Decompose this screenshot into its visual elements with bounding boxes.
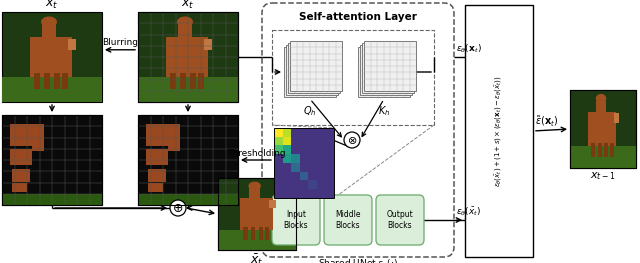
Bar <box>180 73 186 89</box>
Bar <box>358 47 410 97</box>
Bar <box>360 45 412 95</box>
Bar <box>138 12 238 102</box>
FancyBboxPatch shape <box>324 195 372 245</box>
Text: $\tilde{x}_t$: $\tilde{x}_t$ <box>45 0 59 11</box>
Bar <box>604 143 608 157</box>
Text: Output
Blocks: Output Blocks <box>387 210 413 230</box>
Bar <box>148 183 163 193</box>
Bar <box>251 227 255 240</box>
Ellipse shape <box>248 181 261 190</box>
Text: Input
Blocks: Input Blocks <box>284 210 308 230</box>
Bar <box>269 200 276 208</box>
Bar <box>138 115 238 205</box>
Text: $\otimes$: $\otimes$ <box>347 134 357 145</box>
FancyBboxPatch shape <box>272 195 320 245</box>
FancyBboxPatch shape <box>376 195 424 245</box>
Bar <box>596 101 605 115</box>
Text: Thresholding: Thresholding <box>227 149 285 158</box>
Text: $\epsilon_\theta(\bar{x}_t)$: $\epsilon_\theta(\bar{x}_t)$ <box>456 205 481 218</box>
Bar <box>146 124 174 146</box>
Bar <box>54 73 60 89</box>
Bar <box>288 43 340 93</box>
Bar <box>12 169 30 181</box>
Bar <box>2 12 102 102</box>
Bar <box>44 73 50 89</box>
Circle shape <box>344 132 360 148</box>
Bar <box>138 194 238 205</box>
Bar <box>10 124 38 146</box>
Bar <box>138 115 238 205</box>
Bar <box>218 178 296 250</box>
Ellipse shape <box>177 17 193 27</box>
Bar <box>148 169 166 181</box>
Text: Blurring: Blurring <box>102 38 138 47</box>
Text: Shared UNet $\epsilon_\theta(\cdot)$: Shared UNet $\epsilon_\theta(\cdot)$ <box>318 258 398 263</box>
Bar <box>465 5 533 257</box>
Bar <box>2 115 102 205</box>
Bar <box>265 227 269 240</box>
Bar <box>610 143 614 157</box>
Bar <box>272 30 434 125</box>
Bar <box>166 37 208 77</box>
Bar <box>614 113 619 123</box>
Text: Middle
Blocks: Middle Blocks <box>335 210 361 230</box>
Bar <box>218 230 296 250</box>
Bar <box>138 77 238 102</box>
Bar <box>2 194 102 205</box>
Bar <box>284 47 336 97</box>
Bar <box>12 183 27 193</box>
Bar <box>62 73 68 89</box>
Bar <box>68 39 76 50</box>
Bar <box>274 128 334 198</box>
Text: $\bar{x}_t$: $\bar{x}_t$ <box>250 252 264 263</box>
Bar <box>249 188 260 201</box>
Bar <box>198 73 204 89</box>
Bar <box>589 112 616 146</box>
Circle shape <box>170 200 186 216</box>
Bar <box>32 124 44 151</box>
Bar <box>34 73 40 89</box>
Bar <box>30 37 72 77</box>
Bar <box>138 12 238 102</box>
Text: $\oplus$: $\oplus$ <box>172 201 184 215</box>
Bar <box>243 227 248 240</box>
Bar <box>42 25 56 41</box>
Bar <box>190 73 196 89</box>
Text: Self-attention Layer: Self-attention Layer <box>299 12 417 22</box>
Bar <box>591 143 595 157</box>
Bar <box>290 41 342 91</box>
Text: $x_{t-1}$: $x_{t-1}$ <box>590 170 616 182</box>
Bar <box>570 90 636 168</box>
Bar <box>598 143 602 157</box>
Bar <box>146 149 168 165</box>
Text: $\epsilon_\theta(\bar{x}_t) + (1+s)\times(\epsilon_\theta(\mathbf{x}_t) - \epsil: $\epsilon_\theta(\bar{x}_t) + (1+s)\time… <box>494 75 504 187</box>
Bar <box>364 41 416 91</box>
Bar <box>2 115 102 205</box>
Bar <box>570 90 636 168</box>
Bar <box>168 124 180 151</box>
Text: $K_h$: $K_h$ <box>378 104 390 118</box>
Bar <box>240 198 273 230</box>
Bar <box>178 25 192 41</box>
Bar <box>2 77 102 102</box>
Text: $\tilde{\epsilon}(\mathbf{x}_t)$: $\tilde{\epsilon}(\mathbf{x}_t)$ <box>535 114 558 129</box>
Ellipse shape <box>596 94 606 103</box>
Text: $Q_h$: $Q_h$ <box>303 104 317 118</box>
Bar <box>362 43 414 93</box>
Bar <box>170 73 176 89</box>
Bar <box>259 227 263 240</box>
Bar <box>286 45 338 95</box>
Bar <box>204 39 212 50</box>
Bar <box>570 146 636 168</box>
Bar <box>10 149 32 165</box>
Bar <box>218 178 296 250</box>
Text: $\epsilon_\theta(\mathbf{x}_t)$: $\epsilon_\theta(\mathbf{x}_t)$ <box>456 43 482 55</box>
Ellipse shape <box>41 17 57 27</box>
Text: $x_t$: $x_t$ <box>181 0 195 11</box>
